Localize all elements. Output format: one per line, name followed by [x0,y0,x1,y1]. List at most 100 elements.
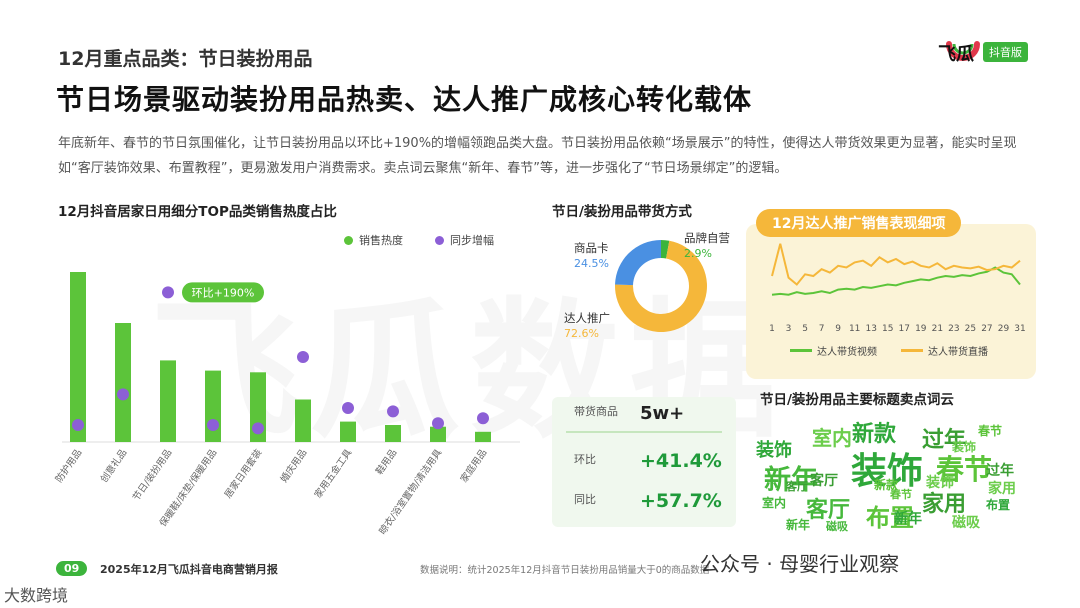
growth-dot-0 [72,419,84,431]
slice-value-0: 24.5% [574,257,609,270]
line-chart-card [746,224,1036,379]
cloud-word-19: 装饰 [926,475,954,491]
growth-dot-2 [162,286,174,299]
legend-live: 达人带货直播 [901,343,988,358]
annotation-pill [182,282,264,303]
x-tick-label-7: 鞋用品 [373,447,399,477]
bar-9 [475,431,491,442]
line-x-tick-9: 19 [915,324,927,334]
bar-1 [115,323,131,442]
cloud-word-24: 装饰 [952,440,977,454]
stat-value-1: +41.4% [640,450,722,472]
slice-value-2: 72.6% [564,327,599,340]
cloud-word-13: 过年 [986,463,1014,479]
stat-value-2: +57.7% [640,490,722,512]
logo-badge: 抖音版 [983,42,1028,62]
cloud-word-1: 新年 [764,465,818,496]
cloud-word-23: 客厅 [786,480,808,493]
wordcloud-title: 节日/装扮用品主要标题卖点词云 [760,392,954,408]
cloud-word-15: 布置 [986,498,1011,512]
bar-8 [430,426,446,442]
x-tick-label-5: 婚庆用品 [278,447,310,485]
growth-dot-9 [477,412,489,425]
legend-sales-heat-swatch [344,236,353,245]
cloud-word-0: 装饰 [851,451,924,492]
intro-paragraph: 年底新年、春节的节日氛围催化，让节日装扮用品以环比+190%的增幅领跑品类大盘。… [58,136,1017,176]
page-headline: 节日场景驱动装扮用品热卖、达人推广成核心转化载体 [56,83,753,116]
bar-chart-title: 12月抖音居家日用细分TOP品类销售热度占比 [58,204,337,220]
line-chart: 1 3 5 7 9 11 13 15 17 19 21 23 25 27 29 31 [769,243,1026,334]
growth-dot-1 [117,388,129,401]
line-chart-title: 12月达人推广销售表现细项 [756,209,962,237]
x-tick-label-2: 节日/装扮用品 [130,447,174,503]
cloud-word-18: 客厅 [810,473,838,489]
melon-logo-icon [946,41,980,61]
report-name: 2025年12月飞瓜抖音电商营销月报 [100,563,278,576]
line-x-tick-11: 23 [948,324,959,334]
cloud-word-4: 室内 [812,426,852,450]
slice-label-2: 达人推广 [564,311,610,325]
legend-growth-label: 同步增幅 [450,234,494,247]
cloud-word-2: 春节 [936,453,993,486]
bar-6 [340,421,356,442]
legend-sales-heat-label: 销售热度 [359,234,403,247]
slice-value-1: 2.9% [684,247,712,260]
line-x-tick-0: 1 [769,324,775,334]
cloud-word-7: 布置 [866,504,914,532]
legend-live-label: 达人带货直播 [928,347,988,358]
cloud-word-6: 客厅 [806,498,851,523]
line-x-tick-10: 21 [932,324,943,334]
x-tick-label-1: 创意礼品 [98,447,130,485]
donut-slice-2 [615,240,707,332]
legend-live-swatch [901,349,923,352]
bar-2 [160,360,176,442]
wordcloud: 装饰 新年 春节 过年 室内 新款 客厅 布置 家用 磁吸 装饰 新年 春节 过年 家用 布置 室内 新款 客厅 装饰… [756,408,1046,538]
line-x-tick-8: 17 [899,324,910,334]
cloud-word-21: 磁吸 [826,520,848,533]
cloud-word-16: 室内 [762,496,787,510]
line-x-tick-4: 9 [835,324,841,334]
bar-chart-legend: 销售热度 同步增幅 [344,232,494,248]
slice-label-1: 品牌自营 [684,231,730,245]
line-chart-legend: 达人带货视频 达人带货直播 [790,343,988,358]
cloud-word-20: 新年 [894,511,922,527]
line-x-tick-13: 27 [981,324,992,334]
legend-video: 达人带货视频 [790,343,877,358]
cloud-word-9: 磁吸 [952,515,980,531]
x-tick-label-0: 防护用品 [53,447,85,485]
stat-label-2: 同比 [574,493,596,506]
growth-dot-8 [432,417,444,430]
channel-chart-title: 节日/装扮用品带货方式 [552,204,692,220]
growth-dot-3 [207,419,219,431]
cloud-word-10: 装饰 [756,440,792,461]
x-tick-label-9: 家庭用品 [458,447,490,485]
bar-3 [205,370,221,442]
stats-panel-content: 带货商品 5w+ 环比 +41.4% 同比 +57.7% [566,403,722,512]
donut-slice-1 [661,240,670,259]
x-tick-label-4: 居家日用套装 [222,446,265,500]
bar-0 [70,272,86,442]
stat-label-1: 环比 [574,453,596,466]
legend-video-swatch [790,349,812,352]
growth-dot-5 [297,351,309,363]
stat-value-0: 5w+ [640,403,684,424]
bar-5 [295,399,311,442]
line-x-tick-1: 3 [786,324,792,334]
donut-slice-0 [615,240,661,286]
line-x-tick-12: 25 [965,324,976,334]
legend-sales-heat: 销售热度 [344,232,403,248]
bar-7 [385,425,401,442]
cloud-word-14: 家用 [988,481,1016,497]
legend-growth-swatch [435,236,444,245]
legend-video-label: 达人带货视频 [817,347,877,358]
line-x-tick-15: 31 [1014,324,1025,334]
line-x-tick-7: 15 [882,324,893,334]
growth-dot-4 [252,422,264,435]
line-x-tick-5: 11 [849,324,860,334]
stat-label-0: 带货商品 [574,404,618,418]
line-series-1 [771,243,1021,286]
x-tick-label-6: 家用五金工具 [312,446,355,500]
cloud-word-12: 春节 [978,424,1003,438]
stats-panel [552,397,736,527]
